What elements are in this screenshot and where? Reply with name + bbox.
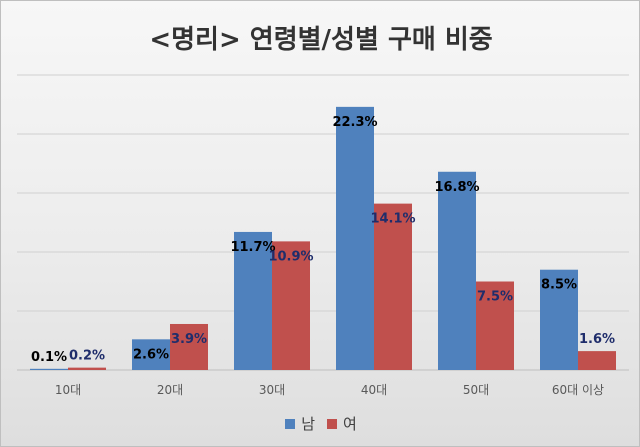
x-tick-label: 60대 이상 [552,383,604,397]
legend-label-male: 남 [301,415,315,433]
data-label-male: 11.7% [230,240,275,255]
bar-male [234,231,272,370]
bar-female [170,323,208,370]
x-tick-label: 50대 [463,383,489,397]
bar-male [336,106,374,371]
data-label-male: 0.1% [31,350,67,365]
legend-swatch-female [327,418,337,429]
legend-item-male: 남 [285,413,315,434]
bar-male [30,368,68,370]
bar-female [374,203,412,370]
data-label-male: 2.6% [133,347,169,362]
bar-female [578,351,616,370]
data-label-male: 22.3% [332,115,377,130]
data-label-female: 14.1% [370,212,415,227]
bar-female [272,241,310,370]
bar-male [132,339,170,370]
bar-female [68,367,106,370]
legend-swatch-male [285,418,296,429]
bar-female [476,281,514,370]
x-tick-label: 40대 [361,383,387,397]
legend-item-female: 여 [327,413,357,434]
legend-label-female: 여 [343,415,357,433]
data-label-female: 3.9% [171,332,207,347]
legend: 남 여 [1,413,639,434]
x-tick-label: 10대 [55,383,81,397]
bar-male [438,171,476,370]
bar-male [540,269,578,370]
data-label-female: 7.5% [477,290,513,305]
x-tick-label: 30대 [259,383,285,397]
data-label-male: 16.8% [434,180,479,195]
x-tick-label: 20대 [157,383,183,397]
data-label-female: 1.6% [579,332,615,347]
data-label-female: 10.9% [268,249,313,264]
data-label-female: 0.2% [69,349,105,364]
chart-title: <명리> 연령별/성별 구매 비중 [149,25,493,55]
data-label-male: 8.5% [541,278,577,293]
